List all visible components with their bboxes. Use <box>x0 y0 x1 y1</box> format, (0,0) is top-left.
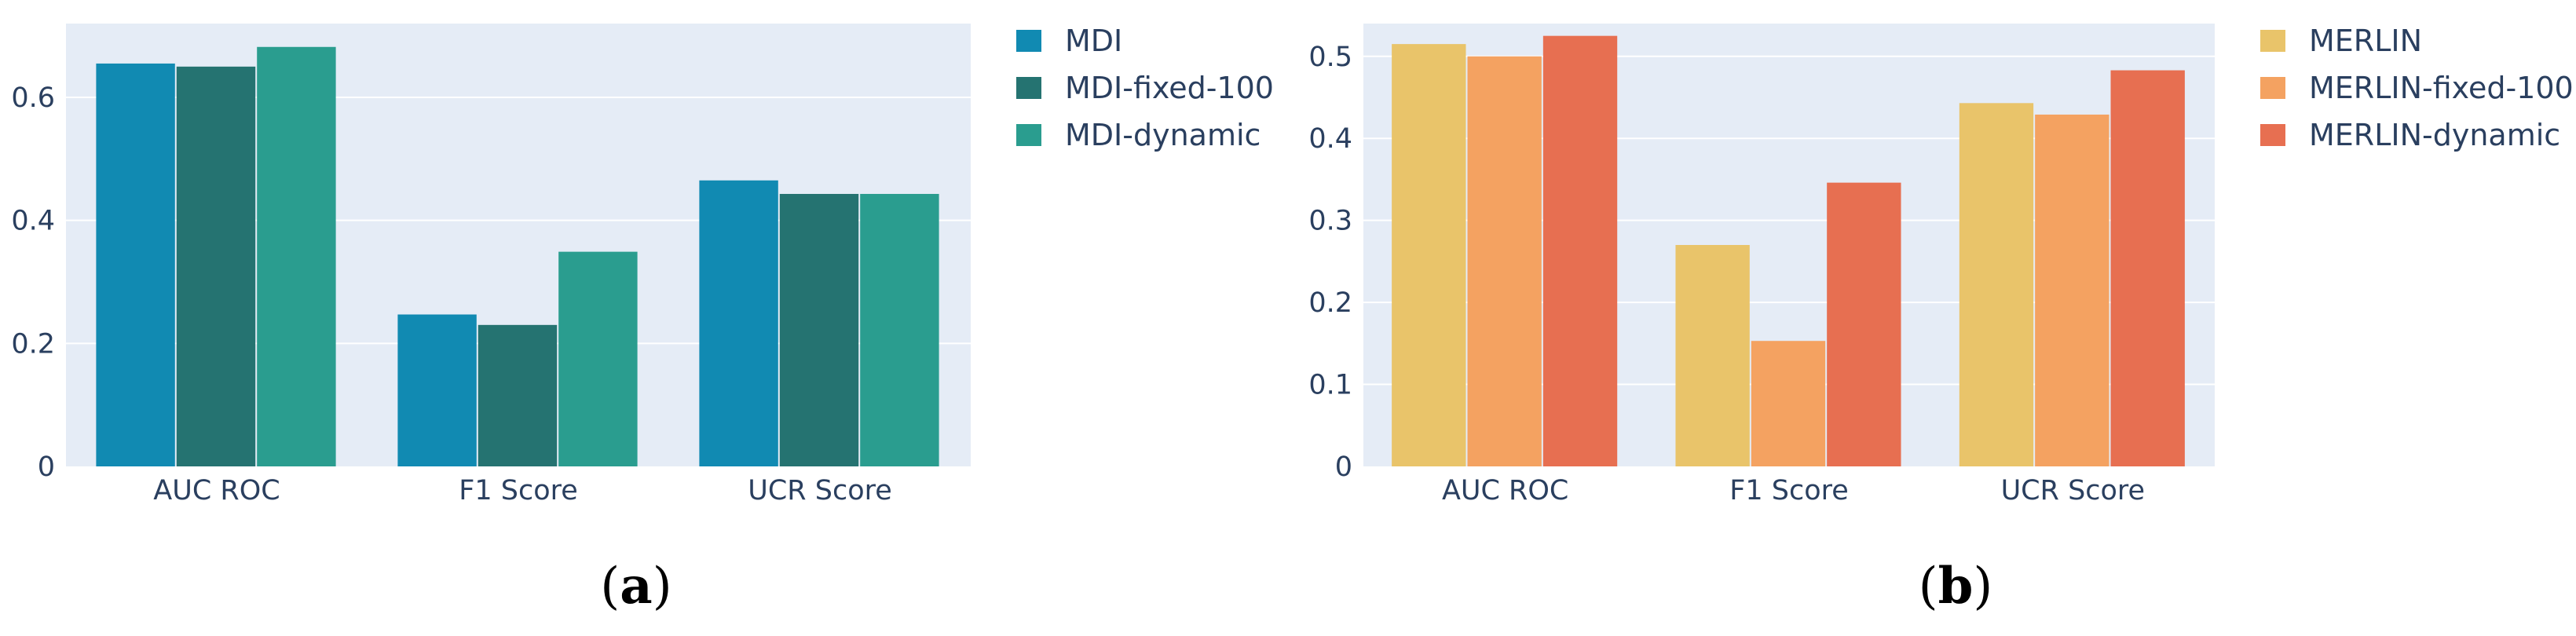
legend-swatch <box>2260 77 2285 99</box>
bar <box>397 314 477 466</box>
bar <box>779 193 859 466</box>
y-tick-label: 0.3 <box>1308 206 1352 237</box>
bar <box>257 46 336 467</box>
legend-swatch <box>2260 124 2285 146</box>
bar <box>176 66 256 466</box>
panel-label-letter: b <box>1938 557 1974 616</box>
chart-panel-b: 0 0.1 0.2 0.3 0.4 0.5 AUC ROC F1 Score UCR Score… <box>1308 24 2574 616</box>
y-tick-label: 0.6 <box>11 82 55 114</box>
y-tick-label: 0.4 <box>1308 123 1352 155</box>
bar <box>1467 56 1542 467</box>
legend-swatch <box>2260 30 2285 52</box>
x-tick-label: F1 Score <box>1729 475 1849 506</box>
y-tick-label: 0 <box>1335 451 1352 483</box>
bar <box>1751 341 1826 466</box>
legend-label: MDI <box>1065 24 1122 58</box>
bar <box>478 324 558 466</box>
x-tick-label: UCR Score <box>2001 475 2146 506</box>
bar <box>699 180 778 466</box>
x-tick-label: AUC ROC <box>153 475 280 506</box>
legend-label: MERLIN-dynamic <box>2309 118 2560 152</box>
bar <box>860 193 939 466</box>
x-tick-label: F1 Score <box>459 475 578 506</box>
panel-label: (a) <box>600 557 671 616</box>
legend-swatch <box>1016 30 1041 52</box>
x-tick-label: AUC ROC <box>1442 475 1568 506</box>
x-tick-label: UCR Score <box>748 475 892 506</box>
y-tick-label: 0.5 <box>1308 42 1352 73</box>
bar <box>558 251 638 466</box>
bar <box>1959 103 2034 467</box>
bar <box>2110 70 2185 467</box>
chart-panel-a: 0 0.2 0.4 0.6 AUC ROC F1 Score UCR Score MDI MDI… <box>11 24 1274 616</box>
legend-label: MDI-fixed-100 <box>1065 71 1274 105</box>
y-tick-label: 0.2 <box>1308 287 1352 319</box>
bar <box>1392 44 1466 467</box>
legend-label: MDI-dynamic <box>1065 118 1261 152</box>
legend-swatch <box>1016 77 1041 99</box>
y-tick-label: 0.4 <box>11 206 55 237</box>
legend-label: MERLIN <box>2309 24 2422 58</box>
y-tick-label: 0 <box>38 451 55 483</box>
legend-swatch <box>1016 124 1041 146</box>
y-tick-label: 0.1 <box>1308 370 1352 401</box>
y-tick-label: 0.2 <box>11 328 55 360</box>
bar <box>1542 35 1618 466</box>
legend-label: MERLIN-fixed-100 <box>2309 71 2574 105</box>
bar <box>2035 114 2109 466</box>
bar <box>1827 182 1901 466</box>
bar <box>1675 245 1750 466</box>
panel-label: (b) <box>1919 557 1993 616</box>
panel-label-letter: a <box>620 557 652 616</box>
bar <box>96 63 175 466</box>
